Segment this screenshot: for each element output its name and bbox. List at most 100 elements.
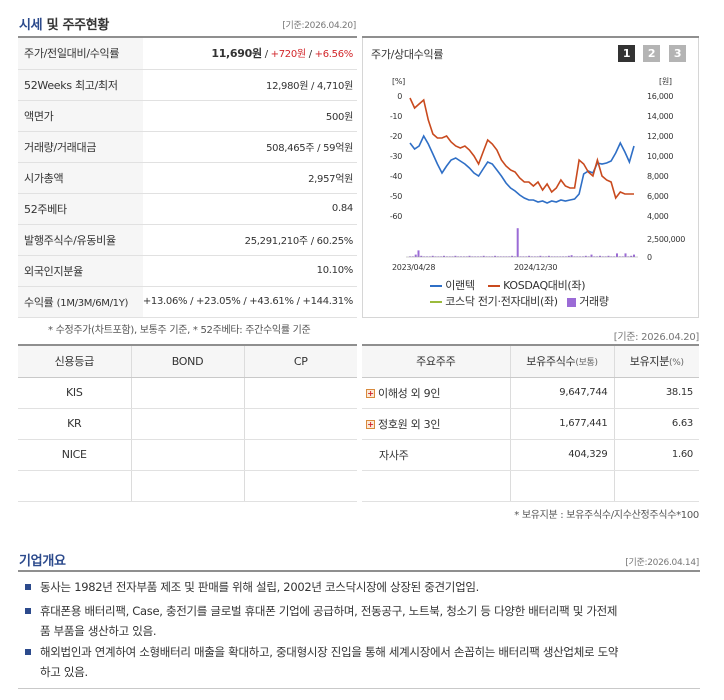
table-row: KR <box>18 408 357 440</box>
market-title-sub: 및 주주현황 <box>46 18 110 33</box>
chart-panel <box>362 38 699 318</box>
table-row: + 이해성 외 9인 9,647,744 38.15 <box>362 377 699 409</box>
expand-icon[interactable]: + <box>366 389 375 398</box>
price-change: +720원 <box>270 49 306 61</box>
table-header-row: 신용등급 BOND CP <box>18 346 357 378</box>
credit-bond <box>130 408 244 440</box>
stock-note: * 수정주가(차트포함), 보통주 기준, * 52주베타: 주간수익률 기준 <box>48 325 311 336</box>
right-axis-ticks: 16,000 14,000 12,000 10,000 8,000 6,000 4,000 <box>647 92 674 221</box>
52w-label: 52Weeks 최고/최저 <box>18 69 143 101</box>
legend-volume: 거래량 <box>579 295 609 308</box>
major-shareholders-table: 주요주주 보유주식수(보통) 보유지분(%) + 이해성 외 9인 9,647,7… <box>362 346 699 502</box>
volume-bar <box>511 255 514 257</box>
series-lines <box>409 97 635 204</box>
volume-bar <box>630 255 633 257</box>
volume-bar <box>494 255 497 257</box>
holder-name-cell <box>362 470 510 502</box>
holder-header-pct: 보유지분(%) <box>613 346 699 378</box>
left-axis-ticks: 0 -10 -20 -30 -40 -50 -60 <box>390 92 403 221</box>
legend-swatch-company <box>430 285 442 287</box>
holder-basis-date: [기준: 2026.04.20] <box>613 332 700 343</box>
chart-page-1-button[interactable]: 1 <box>618 45 635 62</box>
credit-header-rating: 신용등급 <box>18 346 131 378</box>
price-value: 11,690원 / +720원 / +6.56% <box>142 38 357 70</box>
y2-tick-label: 4,000 <box>647 212 669 221</box>
volume-bar <box>616 253 618 257</box>
holder-header-shares: 보유주식수(보통) <box>509 346 614 378</box>
return-label-sub: (1M/3M/6M/1Y) <box>56 297 129 309</box>
holder-name-cell: + 이해성 외 9인 <box>362 377 510 409</box>
holder-name: 정호원 외 3인 <box>378 417 441 431</box>
credit-cp <box>243 470 357 502</box>
volume-bar <box>417 250 420 257</box>
volume-tick-top: 2,500,000 <box>647 235 685 244</box>
stock-info-table: 주가/전일대비/수익률 11,690원 / +720원 / +6.56% 52W… <box>18 38 357 318</box>
holder-name: 자사주 <box>379 448 409 462</box>
volume-bar <box>607 255 610 257</box>
y-tick-label: -30 <box>390 152 402 161</box>
y-tick-label: -40 <box>390 172 402 181</box>
holder-pct: 1.60 <box>613 439 699 471</box>
table-row: 외국인지분율 10.10% <box>18 255 357 287</box>
legend-row-1: 이랜텍 KOSDAQ대비(좌) <box>430 277 586 293</box>
x-tick-start: 2023/04/28 <box>392 263 435 272</box>
chart-page-2-button[interactable]: 2 <box>643 45 660 62</box>
legend-sector: 코스닥 전기·전자대비(좌) <box>445 295 558 308</box>
volume-bar <box>584 255 587 257</box>
foreign-value: 10.10% <box>142 255 357 287</box>
right-unit-label: [원] <box>659 77 672 86</box>
separator: / <box>305 49 315 61</box>
credit-rating-table: 신용등급 BOND CP KIS KR NICE <box>18 346 357 502</box>
volume-bar <box>420 255 423 257</box>
holder-shares: 404,329 <box>509 439 614 471</box>
holder-shares: 9,647,744 <box>509 377 614 409</box>
foreign-label: 외국인지분율 <box>18 255 143 287</box>
y-tick-label: -50 <box>390 192 402 201</box>
return-label: 수익률 (1M/3M/6M/1Y) <box>18 286 143 318</box>
table-row: 52Weeks 최고/최저 12,980원 / 4,710원 <box>18 69 357 101</box>
table-row: 액면가 500원 <box>18 100 357 132</box>
table-row: 52주베타 0.84 <box>18 193 357 225</box>
overview-item-3-line1: 해외법인과 연계하여 소형배터리 매출을 확대하고, 중대형시장 진입을 통해 … <box>40 645 619 659</box>
holder-header-shares-sub: (보통) <box>575 358 598 369</box>
volume-bar <box>570 255 573 257</box>
overview-bullet-2 <box>25 608 31 614</box>
overview-item-2-line1: 휴대폰용 배터리팩, Case, 충전기를 글로벌 휴대폰 기업에 공급하며, … <box>40 604 618 618</box>
holder-pct: 38.15 <box>613 377 699 409</box>
series-line <box>409 97 634 200</box>
legend-swatch-kosdaq <box>487 285 500 287</box>
holder-header-pct-sub: (%) <box>669 358 684 369</box>
credit-cp <box>243 439 357 471</box>
holder-top-rule <box>362 344 699 346</box>
credit-agency <box>18 470 131 502</box>
holder-header-name: 주요주주 <box>362 346 510 378</box>
volume-tick-bottom: 0 <box>647 253 652 262</box>
price-label: 주가/전일대비/수익률 <box>18 38 143 70</box>
volume-value: 508,465주 / 59억원 <box>142 131 357 163</box>
credit-bond <box>130 377 244 409</box>
table-row: 수익률 (1M/3M/6M/1Y) +13.06% / +23.05% / +4… <box>18 286 357 318</box>
chart-page-3-button[interactable]: 3 <box>669 45 686 62</box>
credit-agency: KIS <box>18 377 131 409</box>
volume-bar <box>528 255 531 257</box>
y2-tick-label: 6,000 <box>647 192 669 201</box>
y2-tick-label: 8,000 <box>647 172 669 181</box>
holder-header-shares-main: 보유주식수 <box>526 355 576 369</box>
expand-icon[interactable]: + <box>366 420 375 429</box>
holder-shares <box>509 470 614 502</box>
credit-bond <box>130 439 244 471</box>
credit-header-cp: CP <box>243 346 357 378</box>
volume-bar <box>482 255 485 257</box>
volume-bar <box>547 255 550 257</box>
credit-header-bond: BOND <box>130 346 244 378</box>
table-row: 발행주식수/유동비율 25,291,210주 / 60.25% <box>18 224 357 256</box>
legend-row-2: 코스닥 전기·전자대비(좌) 거래량 <box>430 293 609 309</box>
volume-bar <box>567 255 570 257</box>
volume-bar <box>516 228 519 257</box>
x-tick-mid: 2024/12/30 <box>514 263 557 272</box>
legend-company: 이랜텍 <box>445 279 475 292</box>
y2-tick-label: 16,000 <box>647 92 673 101</box>
chart-panel-title: 주가/상대수익률 <box>371 48 444 61</box>
current-price: 11,690원 <box>211 47 262 61</box>
52w-value: 12,980원 / 4,710원 <box>142 69 357 101</box>
